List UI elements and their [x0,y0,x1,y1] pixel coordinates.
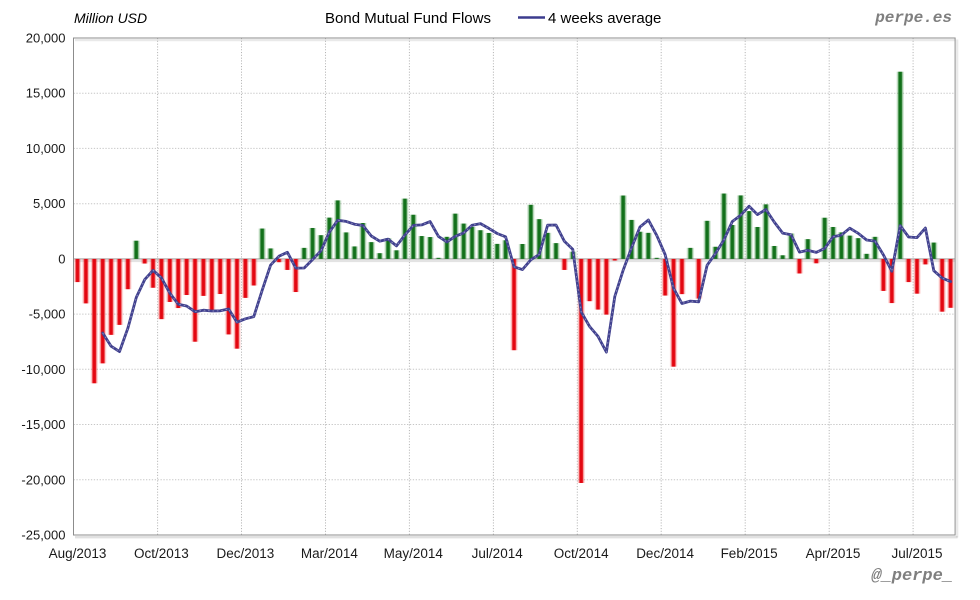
svg-text:Million USD: Million USD [74,10,147,26]
svg-text:-15,000: -15,000 [21,417,65,432]
svg-text:20,000: 20,000 [26,31,66,46]
svg-text:Jul/2014: Jul/2014 [472,546,524,561]
svg-text:Oct/2014: Oct/2014 [554,546,609,561]
svg-text:Bond Mutual Fund Flows: Bond Mutual Fund Flows [325,10,491,27]
svg-text:10,000: 10,000 [26,141,66,156]
svg-text:-5,000: -5,000 [29,307,66,322]
svg-text:Dec/2013: Dec/2013 [217,546,275,561]
svg-text:Mar/2014: Mar/2014 [301,546,359,561]
svg-text:Oct/2013: Oct/2013 [134,546,189,561]
svg-text:4 weeks average: 4 weeks average [548,10,661,27]
svg-text:Dec/2014: Dec/2014 [636,546,694,561]
svg-text:5,000: 5,000 [33,196,66,211]
svg-text:0: 0 [58,251,65,266]
svg-text:Feb/2015: Feb/2015 [721,546,778,561]
svg-text:Jul/2015: Jul/2015 [891,546,942,561]
svg-text:Apr/2015: Apr/2015 [806,546,861,561]
svg-text:perpe.es: perpe.es [874,9,952,27]
svg-text:15,000: 15,000 [26,86,66,101]
svg-text:-25,000: -25,000 [21,528,65,543]
svg-text:-10,000: -10,000 [21,362,65,377]
svg-text:@_perpe_: @_perpe_ [871,567,953,586]
svg-text:-20,000: -20,000 [21,472,65,487]
svg-text:Aug/2013: Aug/2013 [49,546,107,561]
svg-text:May/2014: May/2014 [384,546,444,561]
